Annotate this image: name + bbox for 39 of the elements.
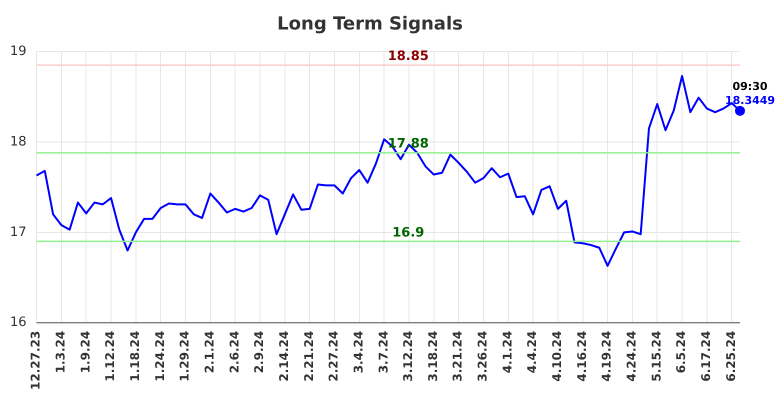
x-tick-label: 6.17.24	[699, 330, 714, 382]
annotation: 09:30	[732, 80, 768, 94]
x-tick-label: 6.5.24	[674, 330, 688, 374]
x-tick-label: 5.15.24	[649, 330, 664, 382]
x-tick-label: 4.19.24	[600, 330, 614, 382]
y-tick-label: 17	[10, 224, 27, 240]
ref-line-label: 17.88	[388, 136, 429, 152]
x-tick-label: 1.18.24	[128, 330, 142, 382]
x-tick-label: 2.9.24	[252, 330, 266, 374]
x-tick-label: 2.27.24	[326, 330, 341, 382]
x-tick-label: 3.7.24	[376, 330, 390, 374]
ref-line-label: 18.85	[388, 49, 429, 64]
x-tick-label: 4.1.24	[500, 330, 514, 374]
x-tick-label: 3.21.24	[450, 330, 465, 382]
x-tick-label: 1.9.24	[78, 330, 92, 374]
x-tick-label: 3.26.24	[476, 330, 490, 382]
x-tick-label: 4.24.24	[624, 330, 639, 382]
x-tick-label: 1.3.24	[53, 330, 68, 374]
x-tick-label: 3.12.24	[401, 330, 416, 382]
y-tick-label: 18	[10, 134, 27, 150]
x-tick-label: 2.1.24	[202, 330, 216, 374]
data-label: 18.3449	[724, 94, 776, 108]
x-tick-label: 1.24.24	[152, 330, 167, 382]
x-tick-label: 1.12.24	[103, 330, 118, 382]
x-tick-label: 12.27.23	[28, 330, 43, 390]
x-tick-label: 4.4.24	[525, 330, 540, 374]
x-tick-label: 4.16.24	[574, 330, 589, 382]
x-tick-label: 6.25.24	[724, 330, 738, 382]
x-tick-label: 4.10.24	[550, 330, 564, 382]
y-tick-label: 19	[10, 44, 27, 59]
chart-title: Long Term Signals	[277, 13, 463, 34]
x-tick-label: 2.14.24	[276, 330, 291, 382]
x-tick-label: 2.6.24	[227, 330, 242, 374]
x-tick-label: 2.21.24	[302, 330, 316, 382]
y-tick-label: 16	[10, 315, 27, 330]
x-tick-label: 3.4.24	[351, 330, 366, 374]
x-tick-label: 3.18.24	[426, 330, 440, 382]
x-tick-label: 1.29.24	[178, 330, 192, 382]
ref-line-label: 16.9	[392, 225, 424, 240]
